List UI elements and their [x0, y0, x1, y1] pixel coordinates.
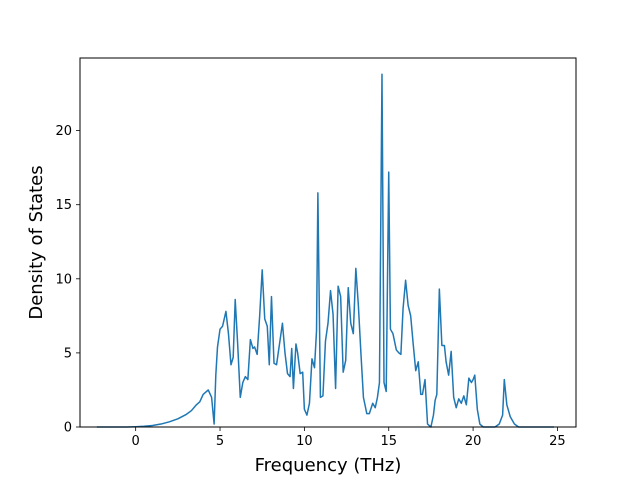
- y-tick-label: 15: [55, 198, 72, 213]
- y-tick-label: 5: [64, 346, 72, 361]
- plot-frame: [79, 57, 577, 428]
- x-axis-ticks: 0 5 10 15 20 25: [132, 427, 566, 449]
- dos-series-line: [96, 73, 555, 428]
- x-tick-label: 0: [132, 434, 140, 449]
- y-axis-ticks: 0 5 10 15 20: [55, 124, 80, 436]
- x-tick-label: 20: [465, 434, 482, 449]
- y-axis-label: Density of States: [26, 165, 47, 319]
- x-axis-label: Frequency (THz): [255, 455, 402, 476]
- y-tick-label: 20: [55, 124, 72, 139]
- y-tick-label: 10: [55, 272, 72, 287]
- x-tick-label: 25: [549, 434, 566, 449]
- y-tick-label: 0: [64, 421, 72, 436]
- x-tick-label: 5: [216, 434, 224, 449]
- x-tick-label: 15: [380, 434, 397, 449]
- x-tick-label: 10: [296, 434, 313, 449]
